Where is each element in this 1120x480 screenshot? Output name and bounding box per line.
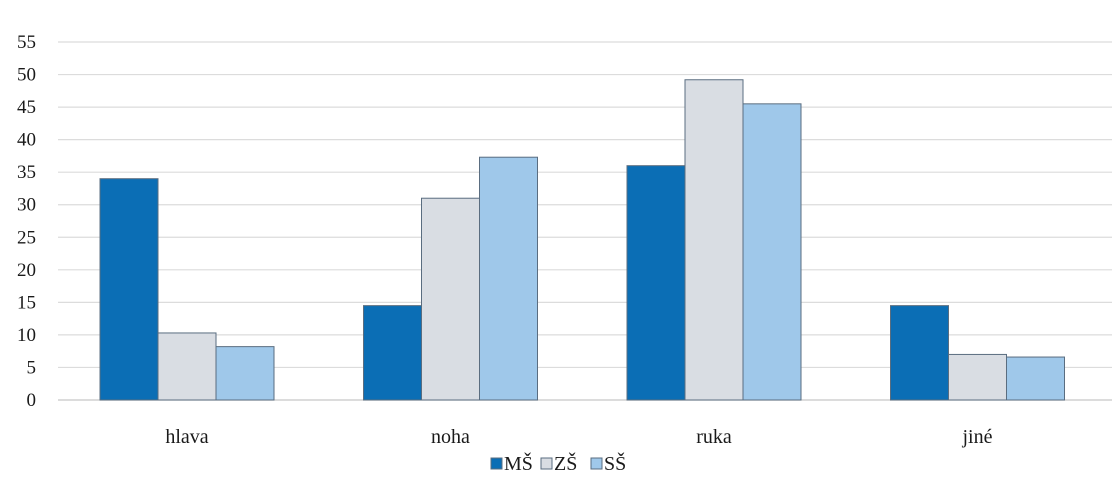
legend: MŠ ZŠ SŠ (490, 451, 626, 475)
bar-SŠ-noha (479, 156, 538, 401)
y-tick-label: 0 (27, 390, 37, 411)
y-tick-label: 20 (17, 260, 36, 281)
y-tick-label: 30 (17, 195, 36, 216)
legend-item-SŠ: SŠ (590, 451, 626, 475)
y-tick-label: 35 (17, 162, 36, 183)
y-tick-label: 40 (17, 130, 36, 151)
x-category-label: noha (431, 426, 470, 448)
legend-label: MŠ (504, 451, 533, 475)
bar-SŠ-hlava (215, 346, 275, 401)
y-tick-label: 45 (17, 97, 36, 118)
x-category-label: hlava (165, 426, 208, 448)
bar-ZŠ-ruka (684, 79, 744, 401)
x-axis: hlava noha ruka jiné (165, 426, 992, 448)
bar-SŠ-jiné (1006, 356, 1065, 401)
y-axis-ticks: 0 5 10 15 20 25 30 35 40 45 50 55 (17, 32, 36, 411)
y-tick-label: 55 (17, 32, 36, 53)
y-tick-label: 15 (17, 292, 36, 313)
x-category-label: jiné (962, 426, 993, 448)
bar-ZŠ-hlava (157, 332, 217, 401)
y-tick-label: 10 (17, 325, 36, 346)
y-tick-label: 5 (27, 357, 37, 378)
bar-ZŠ-noha (421, 197, 480, 401)
legend-label: SŠ (604, 451, 626, 475)
bar-SŠ-ruka (742, 103, 802, 401)
bar-MŠ-ruka (626, 165, 686, 401)
bar-MŠ-noha (363, 305, 422, 401)
legend-swatch (540, 457, 553, 470)
bar-MŠ-jiné (890, 305, 949, 401)
legend-label: ZŠ (554, 451, 577, 475)
legend-item-ZŠ: ZŠ (540, 451, 577, 475)
y-tick-label: 50 (17, 65, 36, 86)
legend-swatch (590, 457, 603, 470)
legend-swatch (490, 457, 503, 470)
bar-MŠ-hlava (99, 178, 159, 401)
bars (99, 79, 1065, 401)
x-category-label: ruka (696, 426, 732, 448)
bar-ZŠ-jiné (948, 353, 1007, 401)
legend-item-MŠ: MŠ (490, 451, 533, 475)
y-tick-label: 25 (17, 227, 36, 248)
